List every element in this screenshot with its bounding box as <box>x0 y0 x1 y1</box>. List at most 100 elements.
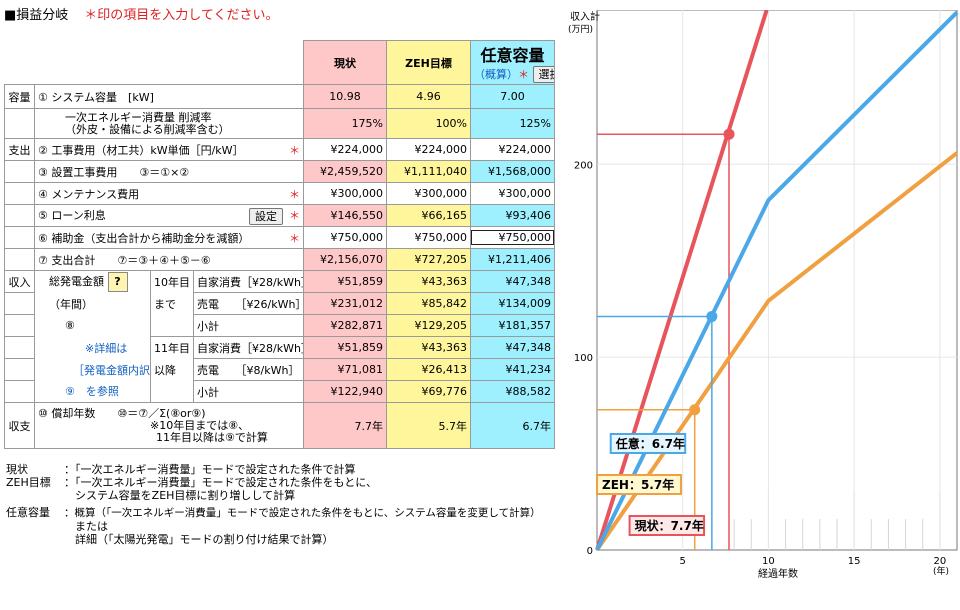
row2-star: ＊ <box>289 143 301 157</box>
sub2-genjo: ¥122,940 <box>303 380 388 403</box>
income-total-label: 総発電金額 ? <box>34 270 151 293</box>
series-line <box>595 151 959 552</box>
legend-line: ZEH目標 ：「一次エネルギー消費量」モードで設定された条件をもとに、 <box>6 476 541 489</box>
x-tick-label: 5 <box>680 556 686 567</box>
series-label: 任意：6.7年 <box>615 436 685 451</box>
series-label-box <box>596 474 682 495</box>
col-nin-star: ＊ <box>518 68 530 81</box>
cat-shishutsu: 支出 <box>4 138 35 161</box>
x-tick-label: 20 <box>933 556 946 567</box>
sb-genjo: ¥51,859 <box>303 336 388 359</box>
breakeven-chart: 010020051015200収入計(万円)経過年数(年)現状：7.7年ZEH：… <box>560 9 960 607</box>
seb-genjo: ¥71,081 <box>303 358 388 381</box>
sea-zeh: ¥85,842 <box>386 292 472 315</box>
series-line <box>595 9 769 551</box>
seb-zeh: ¥26,413 <box>386 358 472 381</box>
r3-zeh: ¥1,111,040 <box>386 160 472 183</box>
legend-text: ：概算（「一次エネルギー消費量」モードで設定された条件をもとに、システム容量を変… <box>64 507 541 519</box>
self-a-label: 自家消費［¥28/kWh］ <box>192 270 305 293</box>
y-tick-label: 100 <box>574 353 593 364</box>
sub-b-label: 小計 <box>192 380 305 403</box>
detail-link[interactable]: ［発電金額内訳］ <box>34 358 151 381</box>
col-zeh: ZEH目標 <box>386 40 472 85</box>
sub-a-label: 小計 <box>192 314 305 337</box>
page-title: ■損益分岐 <box>4 8 69 23</box>
row4-star: ＊ <box>289 187 301 201</box>
legend-key: 現状 <box>6 463 28 476</box>
y10-suffix: まで <box>150 292 194 315</box>
r10-genjo: 7.7年 <box>303 402 388 449</box>
r10-nin: 6.7年 <box>470 402 556 449</box>
r6-genjo[interactable]: ¥750,000 <box>303 226 388 249</box>
series-label-box <box>628 515 706 536</box>
col-nin: 任意容量 （概算）＊ 選択 <box>470 40 556 85</box>
row6-star: ＊ <box>289 231 301 245</box>
seb-nin: ¥41,234 <box>470 358 556 381</box>
sub2-zeh: ¥69,776 <box>386 380 472 403</box>
income-total-text: 総発電金額 <box>49 274 104 288</box>
row2-text: ② 工事費用（材工共）kW単価［円/kW］ <box>38 143 244 157</box>
income-year-label: （年間） <box>34 292 151 315</box>
sb-zeh: ¥43,363 <box>386 336 472 359</box>
row5-star: ＊ <box>289 208 301 222</box>
chart-svg: 010020051015200収入計(万円)経過年数(年)現状：7.7年ZEH：… <box>568 9 959 580</box>
r4-genjo[interactable]: ¥300,000 <box>303 182 388 205</box>
legend-text: ：「一次エネルギー消費量」モードで設定された条件をもとに、 <box>64 476 377 489</box>
r5-zeh: ¥66,165 <box>386 204 472 227</box>
r6-nin-input[interactable]: ¥750,000 <box>471 230 554 245</box>
sea-genjo: ¥231,012 <box>303 292 388 315</box>
legend-line: または <box>6 520 541 533</box>
row1b-label-2: （外皮・設備による削減率含む） <box>65 122 230 136</box>
r1b-genjo: 175% <box>303 108 388 139</box>
row10-text: ⑩ 償却年数 ⑩＝⑦／Σ(⑧or⑨) <box>38 406 206 420</box>
y-axis-label: 収入計 <box>570 10 600 23</box>
legend-notes: 現状 ：「一次エネルギー消費量」モードで設定された条件で計算 ZEH目標 ：「一次エ… <box>6 463 541 546</box>
r3-nin: ¥1,568,000 <box>470 160 556 183</box>
series-label: 現状：7.7年 <box>635 518 704 533</box>
sub2-nin: ¥88,582 <box>470 380 556 403</box>
r5-genjo: ¥146,550 <box>303 204 388 227</box>
cat-shunyu: 収入 <box>4 270 35 293</box>
row1b-label: 一次エネルギー消費量 削減率 （外皮・設備による削減率含む） <box>33 108 305 139</box>
y10-label: 10年目 <box>150 270 194 293</box>
select-button[interactable]: 選択 <box>532 66 554 83</box>
row5-text: ⑤ ローン利息 <box>38 208 106 222</box>
r1-zeh[interactable]: 4.96 <box>386 84 472 109</box>
row3-label: ③ 設置工事費用 ③＝①×② <box>33 160 305 183</box>
legend-text: システム容量をZEH目標に割り増しして計算 <box>64 489 296 502</box>
legend-key: ZEH目標 <box>6 476 51 489</box>
sua-genjo: ¥282,871 <box>303 314 388 337</box>
self-b-label: 自家消費［¥28/kWh］ <box>192 336 305 359</box>
r4-zeh[interactable]: ¥300,000 <box>386 182 472 205</box>
legend-line: 任意容量 ：概算（「一次エネルギー消費量」モードで設定された条件をもとに、システム… <box>6 506 541 520</box>
legend-key: 任意容量 <box>6 506 50 519</box>
r2-nin[interactable]: ¥224,000 <box>470 138 556 161</box>
input-note: ＊印の項目を入力してください。 <box>84 8 279 23</box>
row4-label: ④ メンテナンス費用 ＊ <box>33 182 305 205</box>
income-8-label: ⑧ <box>34 314 151 337</box>
r6-zeh[interactable]: ¥750,000 <box>386 226 472 249</box>
breakeven-point <box>706 310 718 322</box>
x-axis-label: 経過年数 <box>758 567 798 580</box>
r6-nin-cell[interactable]: ¥750,000 <box>470 226 556 249</box>
row10-label: ⑩ 償却年数 ⑩＝⑦／Σ(⑧or⑨) ※10年目までは⑧、 11年目以降は⑨で計… <box>33 402 305 449</box>
series-label: ZEH：5.7年 <box>602 477 674 492</box>
sa-nin: ¥47,348 <box>470 270 556 293</box>
r7-genjo: ¥2,156,070 <box>303 248 388 271</box>
breakeven-point <box>723 128 735 140</box>
help-button[interactable]: ? <box>107 271 128 292</box>
row7-label: ⑦ 支出合計 ⑦＝③＋④＋⑤－⑥ <box>33 248 305 271</box>
sb-nin: ¥47,348 <box>470 336 556 359</box>
sea-nin: ¥134,009 <box>470 292 556 315</box>
r4-nin[interactable]: ¥300,000 <box>470 182 556 205</box>
sua-zeh: ¥129,205 <box>386 314 472 337</box>
r2-zeh[interactable]: ¥224,000 <box>386 138 472 161</box>
col-nin-sub: （概算） <box>474 68 519 81</box>
x-tick-label: 10 <box>762 556 775 567</box>
legend-text: 詳細（「太陽光発電」モードの割り付け結果で計算） <box>64 533 334 546</box>
loan-settings-button[interactable]: 設定 <box>249 207 284 225</box>
r1b-zeh: 100% <box>386 108 472 139</box>
row10-note2: 11年目以降は⑨で計算 <box>156 430 268 444</box>
r1-nin[interactable]: 7.00 <box>470 84 556 109</box>
r2-genjo[interactable]: ¥224,000 <box>303 138 388 161</box>
